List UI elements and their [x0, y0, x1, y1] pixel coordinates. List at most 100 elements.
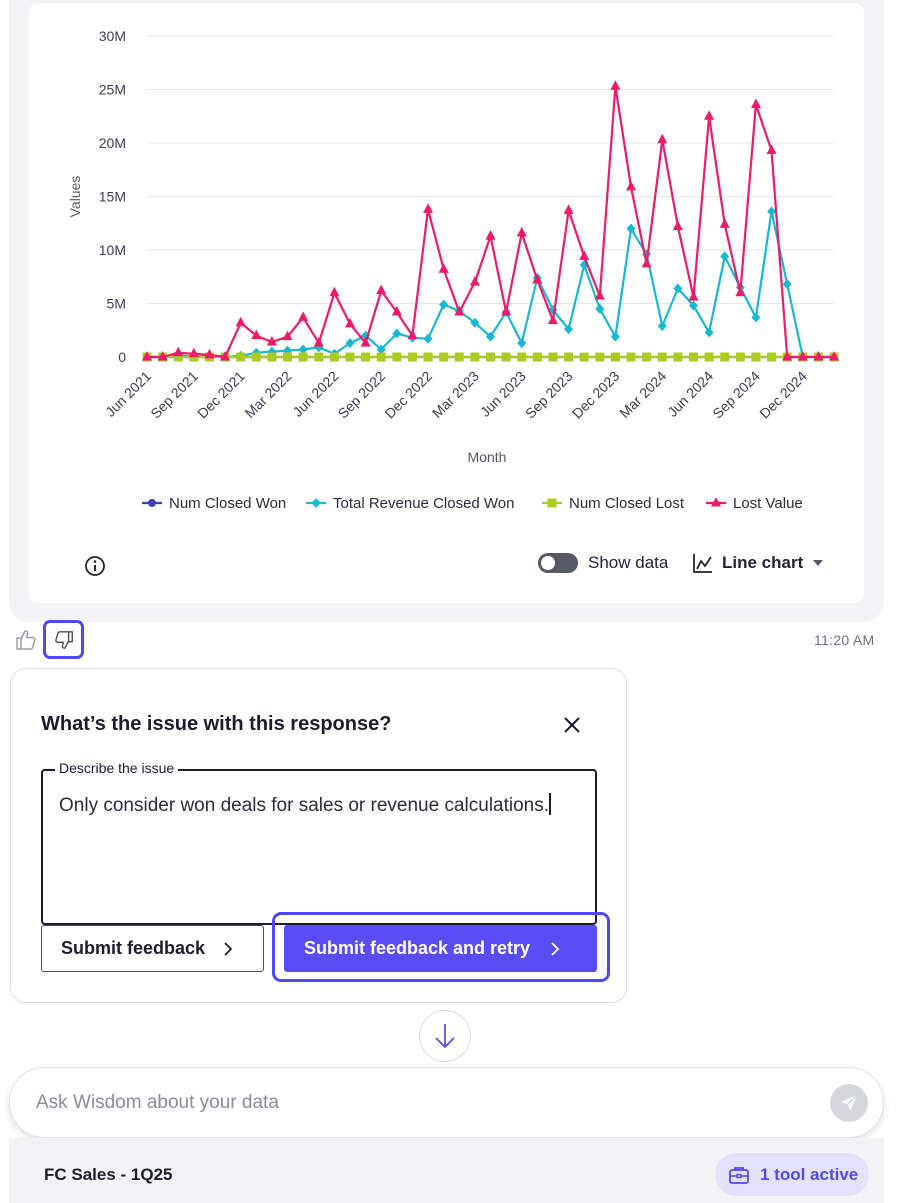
- total-revenue-closed-won-point: [470, 317, 480, 328]
- lost-value-point: [344, 317, 355, 328]
- legend-marker-total-revenue-closed-won: [311, 498, 321, 508]
- x-tick-label: Sep 2024: [709, 368, 763, 422]
- lost-value-point: [750, 98, 761, 108]
- num-closed-lost-point: [735, 352, 745, 362]
- lost-value-point: [813, 351, 824, 361]
- total-revenue-closed-won-point: [688, 300, 698, 311]
- describe-issue-field[interactable]: Describe the issue Only consider won dea…: [41, 760, 597, 925]
- y-axis-label: Values: [67, 176, 83, 218]
- legend-label-num-closed-won: Num Closed Won: [169, 495, 286, 512]
- num-closed-lost-point: [173, 352, 183, 362]
- submit-feedback-button[interactable]: Submit feedback: [41, 925, 264, 972]
- y-tick-label: 25M: [99, 82, 126, 98]
- num-closed-lost-point: [361, 352, 371, 362]
- y-tick-label: 20M: [99, 135, 126, 151]
- thumbs-up-icon[interactable]: [14, 628, 38, 652]
- retry-button-focus-ring: [272, 912, 610, 982]
- chat-input[interactable]: [36, 1088, 796, 1118]
- lost-value-point: [423, 203, 434, 213]
- chat-input-bar: [9, 1067, 884, 1138]
- feedback-title: What’s the issue with this response?: [41, 713, 392, 735]
- num-closed-lost-point: [267, 352, 277, 362]
- x-tick-label: Jun 2021: [102, 368, 154, 420]
- total-revenue-closed-won-point: [345, 338, 355, 349]
- num-closed-lost-point: [548, 352, 558, 362]
- message-timestamp: 11:20 AM: [814, 632, 875, 648]
- total-revenue-closed-won-point: [720, 251, 730, 262]
- scroll-to-bottom-button[interactable]: [419, 1010, 471, 1062]
- caret-down-icon: [813, 560, 824, 566]
- lost-value-point: [188, 347, 199, 358]
- total-revenue-closed-won-point: [564, 324, 574, 335]
- total-revenue-closed-won-point: [673, 283, 683, 294]
- show-data-toggle[interactable]: [538, 553, 578, 573]
- total-revenue-closed-won-point: [486, 331, 495, 342]
- lost-value-point: [469, 276, 480, 286]
- lost-value-point: [594, 290, 605, 300]
- tools-active-chip[interactable]: 1 tool active: [715, 1153, 869, 1196]
- lost-value-line: [147, 85, 834, 359]
- close-icon[interactable]: [561, 714, 583, 736]
- total-revenue-closed-won-point: [392, 328, 402, 339]
- feedback-dialog: What’s the issue with this response? Des…: [10, 668, 627, 1003]
- total-revenue-closed-won-point: [767, 206, 777, 217]
- chart-type-dropdown[interactable]: Line chart: [692, 552, 825, 574]
- lost-value-point: [438, 263, 449, 273]
- lost-value-point: [641, 257, 652, 268]
- legend-label-total-revenue-closed-won: Total Revenue Closed Won: [333, 495, 515, 512]
- lost-value-point: [485, 230, 496, 240]
- lost-value-point: [329, 286, 340, 297]
- lost-value-point: [235, 316, 246, 327]
- num-closed-lost-point: [564, 352, 574, 362]
- lost-value-point: [657, 133, 668, 144]
- lost-value-point: [313, 337, 324, 347]
- lost-value-point: [610, 80, 621, 90]
- y-tick-label: 10M: [99, 242, 126, 258]
- x-tick-label: Dec 2021: [194, 368, 248, 422]
- num-closed-lost-point: [595, 352, 605, 362]
- x-tick-label: Sep 2022: [335, 368, 389, 422]
- legend-marker-lost-value: [711, 497, 721, 507]
- chart-card: 0 5M 10M 15M 20M 25M 30M Values Jun 2021 Sep 2021…: [29, 3, 864, 603]
- toggle-knob: [541, 556, 555, 570]
- text-caret: [549, 793, 552, 815]
- num-closed-lost-point: [314, 352, 324, 362]
- num-closed-lost-point: [454, 352, 464, 362]
- dataset-name: FC Sales - 1Q25: [44, 1165, 173, 1184]
- describe-issue-text[interactable]: Only consider won deals for sales or rev…: [59, 791, 579, 820]
- num-closed-lost-point: [720, 352, 730, 362]
- num-closed-lost-point: [751, 352, 761, 362]
- tools-active-label: 1 tool active: [760, 1164, 859, 1184]
- y-tick-label: 0: [118, 349, 126, 365]
- submit-feedback-and-retry-button[interactable]: Submit feedback and retry: [284, 925, 597, 972]
- lost-value-point: [360, 337, 371, 347]
- lost-value-point: [797, 351, 808, 361]
- num-closed-lost-point: [407, 352, 417, 362]
- total-revenue-closed-won-point: [439, 299, 449, 310]
- num-closed-lost-point: [517, 352, 527, 362]
- num-closed-lost-point: [642, 352, 652, 362]
- arrow-down-icon: [435, 1024, 455, 1049]
- lost-value-point: [829, 351, 839, 361]
- lost-value-point: [547, 314, 558, 325]
- lost-value-point: [173, 346, 184, 357]
- lost-value-point: [142, 351, 152, 361]
- total-revenue-closed-won-point: [782, 279, 792, 290]
- info-circle-icon[interactable]: [84, 555, 106, 577]
- thumbs-down-button[interactable]: [43, 620, 84, 659]
- chevron-right-icon: [551, 941, 560, 956]
- num-closed-lost-point: [283, 352, 293, 362]
- legend-marker-num-closed-lost: [547, 498, 557, 508]
- x-tick-label: Jun 2022: [289, 368, 341, 420]
- total-revenue-closed-won-point: [376, 344, 386, 355]
- num-closed-lost-point: [486, 352, 495, 362]
- lost-value-point: [266, 336, 277, 346]
- total-revenue-closed-won-point: [595, 303, 605, 314]
- x-tick-label: Jun 2024: [664, 368, 716, 420]
- num-closed-lost-point: [579, 352, 589, 362]
- lost-value-point: [719, 218, 730, 228]
- send-button[interactable]: [830, 1084, 868, 1122]
- lost-value-point: [251, 329, 262, 340]
- x-tick-label: Dec 2022: [381, 368, 435, 422]
